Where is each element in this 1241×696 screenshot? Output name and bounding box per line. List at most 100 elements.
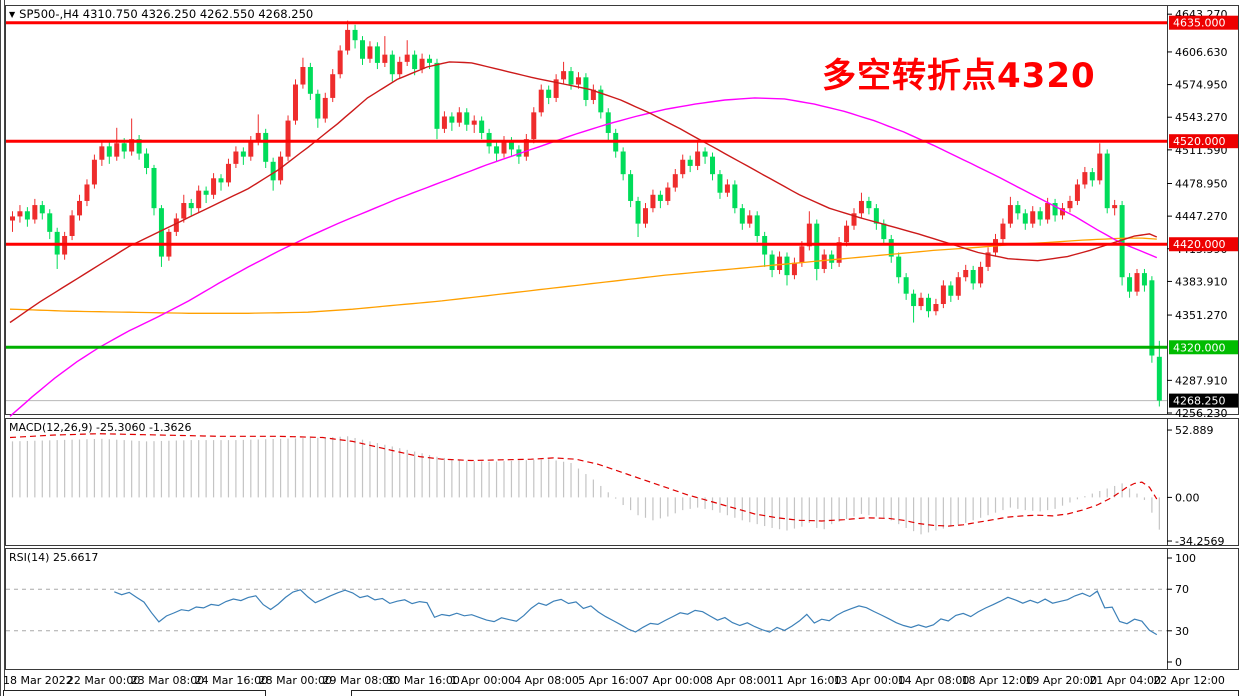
- candle: [129, 139, 135, 152]
- candle: [568, 71, 574, 85]
- candle: [181, 203, 187, 219]
- price-tick-label: 4351.270: [1175, 309, 1228, 322]
- candle: [970, 269, 976, 284]
- candle: [702, 151, 708, 157]
- candle: [561, 71, 567, 80]
- time-axis-label: 28 Mar 00:00: [259, 674, 332, 687]
- candle: [1007, 205, 1013, 224]
- time-axis-label: 29 Mar 08:00: [323, 674, 396, 687]
- candle: [985, 252, 991, 267]
- candle: [851, 213, 857, 226]
- candle: [836, 242, 842, 263]
- candle: [233, 151, 239, 164]
- candle: [925, 297, 931, 312]
- candle: [211, 178, 217, 195]
- price-tick-label: 4256.230: [1175, 407, 1228, 420]
- main-chart-panel[interactable]: [5, 5, 1239, 415]
- candles: [10, 20, 1162, 407]
- time-axis-label: 23 Mar 08:00: [131, 674, 204, 687]
- price-badge: [1169, 393, 1238, 408]
- candle: [352, 29, 358, 41]
- price-tick-label: 4606.630: [1175, 46, 1228, 59]
- candle: [1074, 184, 1080, 201]
- candle: [963, 269, 969, 278]
- candle: [1141, 273, 1147, 286]
- ma-magenta-line: [9, 97, 1158, 417]
- candle: [553, 79, 559, 98]
- candle: [918, 297, 924, 307]
- candle: [799, 246, 805, 263]
- rsi-line: [114, 589, 1158, 636]
- candle: [955, 277, 961, 296]
- price-badge-label: 4635.000: [1173, 17, 1226, 30]
- candle: [360, 40, 366, 59]
- candle: [769, 254, 775, 270]
- candle: [367, 46, 373, 59]
- candle: [494, 146, 500, 154]
- candle: [523, 139, 529, 157]
- candle: [873, 208, 879, 224]
- candle: [1030, 211, 1036, 224]
- candle: [248, 141, 254, 157]
- candle: [196, 190, 202, 209]
- candle: [791, 262, 797, 276]
- candle: [218, 178, 224, 183]
- candle: [590, 89, 596, 100]
- rsi-tick-label: 30: [1175, 625, 1189, 638]
- candle: [680, 159, 686, 175]
- candle: [114, 143, 120, 157]
- candle: [1022, 213, 1028, 224]
- candle: [1156, 356, 1162, 401]
- candle: [739, 208, 745, 224]
- candle: [1097, 153, 1103, 181]
- candle: [1015, 205, 1021, 214]
- candle: [695, 151, 701, 166]
- candle: [203, 190, 209, 195]
- candle: [39, 205, 45, 214]
- price-badge-label: 4268.250: [1173, 395, 1226, 408]
- candle: [77, 200, 83, 216]
- candle: [307, 67, 313, 94]
- candle: [687, 159, 693, 166]
- macd-tick-label: -34.2569: [1175, 535, 1224, 548]
- time-axis-label: 14 Apr 08:00: [898, 674, 970, 687]
- symbol-dropdown-icon[interactable]: ▼: [9, 10, 16, 19]
- candle: [434, 62, 440, 129]
- candle: [91, 159, 97, 185]
- rsi-panel[interactable]: [5, 548, 1239, 670]
- price-badge: [1169, 134, 1238, 149]
- candle: [1119, 205, 1125, 278]
- candle: [508, 141, 514, 150]
- time-axis-label: 7 Apr 00:00: [642, 674, 707, 687]
- candle: [1037, 211, 1043, 220]
- macd-panel[interactable]: [5, 418, 1239, 546]
- time-axis-label: 24 Mar 16:00: [195, 674, 268, 687]
- candle: [382, 54, 388, 63]
- candle: [389, 54, 395, 75]
- candle: [32, 205, 38, 220]
- candle: [144, 153, 150, 168]
- candle: [255, 132, 261, 142]
- time-axis-label: 13 Apr 00:00: [834, 674, 906, 687]
- candle: [784, 256, 790, 276]
- candle: [940, 285, 946, 304]
- candle: [598, 89, 604, 113]
- price-badge: [1169, 340, 1238, 355]
- candle: [1112, 205, 1118, 209]
- bottom-strip-left: [3, 690, 266, 696]
- price-tick-label: 4287.910: [1175, 374, 1228, 387]
- candle: [1089, 172, 1095, 181]
- candle: [605, 112, 611, 133]
- candle: [1127, 277, 1133, 292]
- candle: [300, 67, 306, 85]
- candle: [404, 54, 410, 62]
- candle: [106, 146, 112, 157]
- candle: [978, 266, 984, 284]
- macd-histogram: [11, 436, 1160, 535]
- candle: [322, 97, 328, 119]
- candle: [270, 161, 276, 181]
- candle: [136, 139, 142, 154]
- candle: [337, 50, 343, 75]
- time-axis-label: 5 Apr 16:00: [578, 674, 643, 687]
